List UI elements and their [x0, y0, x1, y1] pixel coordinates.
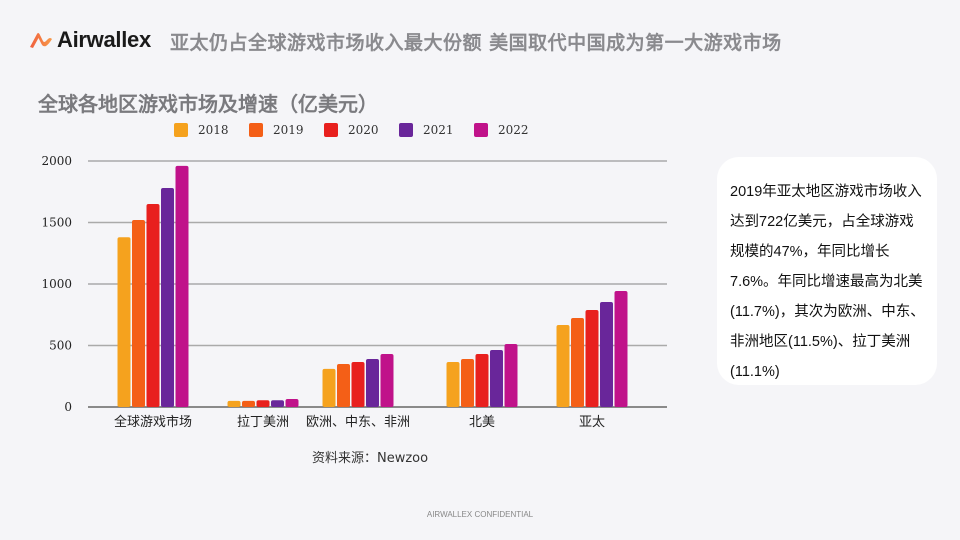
bar-2020	[351, 361, 365, 407]
airwallex-logo-icon	[30, 33, 52, 48]
legend-item: 2021	[399, 123, 474, 137]
bar-2018	[227, 400, 241, 407]
y-tick-label: 1000	[41, 277, 72, 291]
legend-label: 2019	[273, 123, 304, 137]
bar-2019	[461, 359, 474, 407]
source-label: 资料来源：Newzoo	[312, 451, 429, 466]
y-tick-label: 500	[49, 339, 72, 353]
chart-title: 全球各地区游戏市场及增速（亿美元）	[38, 92, 378, 116]
brand-name: Airwallex	[57, 27, 151, 52]
summary-note: 2019年亚太地区游戏市场收入达到722亿美元，占全球游戏规模的47%，年同比增…	[717, 157, 937, 385]
bar-2018	[117, 237, 131, 407]
bar-2022	[614, 291, 628, 407]
bar-2019	[242, 400, 255, 407]
x-tick-label: 欧洲、中东、非洲	[306, 415, 410, 430]
legend-swatch	[399, 123, 413, 137]
y-tick-label: 1500	[41, 216, 72, 230]
bar-2021	[161, 188, 174, 407]
bar-2022	[285, 399, 299, 407]
legend-swatch	[174, 123, 188, 137]
bar-2021	[600, 301, 613, 407]
bar-2019	[337, 363, 350, 407]
bar-2019	[571, 317, 584, 407]
bar-2019	[132, 220, 145, 407]
bar-2020	[585, 309, 599, 407]
bar-2018	[446, 361, 460, 407]
bar-2021	[490, 350, 503, 407]
bar-2018	[556, 324, 570, 407]
x-tick-label: 拉丁美洲	[237, 415, 289, 430]
legend-label: 2021	[423, 123, 454, 137]
airwallex-logo: Airwallex	[28, 27, 151, 53]
legend-swatch	[249, 123, 263, 137]
bar-2020	[256, 400, 270, 407]
legend-swatch	[324, 123, 338, 137]
y-tick-label: 2000	[41, 154, 72, 168]
bar-2022	[504, 344, 518, 407]
x-tick-label: 全球游戏市场	[114, 414, 192, 430]
legend-item: 2022	[474, 123, 549, 137]
legend-item: 2018	[174, 123, 249, 137]
x-tick-label: 北美	[469, 415, 495, 430]
y-tick-label: 0	[64, 400, 72, 414]
chart-legend: 2018 2019 2020 2021 2022	[174, 123, 549, 137]
bar-2021	[366, 359, 379, 407]
bar-2020	[475, 353, 489, 407]
page-headline: 亚太仍占全球游戏市场收入最大份额 美国取代中国成为第一大游戏市场	[170, 32, 782, 54]
legend-label: 2020	[348, 123, 379, 137]
legend-item: 2020	[324, 123, 399, 137]
confidential-footer: AIRWALLEX CONFIDENTIAL	[426, 510, 534, 519]
x-tick-label: 亚太	[579, 415, 605, 430]
legend-item: 2019	[249, 123, 324, 137]
legend-swatch	[474, 123, 488, 137]
bar-2020	[146, 204, 160, 407]
bar-2022	[380, 353, 394, 407]
bar-2018	[322, 368, 336, 407]
bar-2021	[271, 400, 284, 407]
legend-label: 2022	[498, 123, 529, 137]
bar-2022	[175, 165, 189, 407]
legend-label: 2018	[198, 123, 229, 137]
